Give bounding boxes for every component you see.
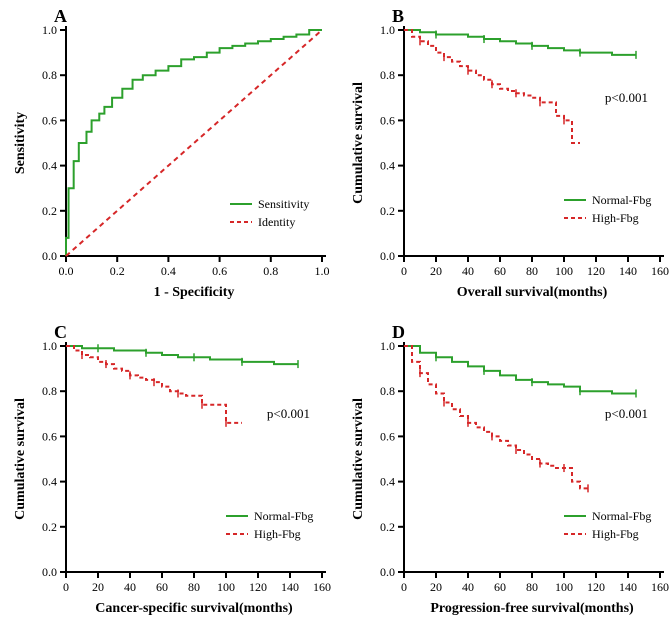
- panel-a: A0.00.20.40.60.81.00.00.20.40.60.81.0Sen…: [0, 0, 338, 316]
- x-tick-label: 140: [619, 264, 637, 278]
- x-tick-label: 140: [281, 580, 299, 594]
- x-tick-label: 80: [188, 580, 200, 594]
- y-axis-label: Sensitivity: [13, 112, 28, 174]
- x-tick-label: 0.2: [110, 264, 125, 278]
- panel-letter: D: [392, 322, 405, 343]
- x-tick-label: 120: [587, 580, 605, 594]
- x-tick-label: 0.8: [263, 264, 278, 278]
- x-tick-label: 160: [313, 580, 331, 594]
- y-tick-label: 0.0: [380, 249, 395, 263]
- y-tick-label: 0.6: [380, 429, 395, 443]
- x-tick-label: 100: [217, 580, 235, 594]
- legend-label: Normal-Fbg: [592, 193, 651, 207]
- legend-label: Normal-Fbg: [592, 509, 651, 523]
- y-tick-label: 0.4: [42, 475, 57, 489]
- legend-label: Identity: [258, 215, 295, 229]
- x-tick-label: 80: [526, 580, 538, 594]
- panel-d: D0.00.20.40.60.81.0020406080100120140160…: [338, 316, 669, 632]
- x-axis-label: 1 - Specificity: [154, 285, 235, 300]
- x-tick-label: 0.6: [212, 264, 227, 278]
- y-tick-label: 0.4: [380, 475, 395, 489]
- y-tick-label: 0.2: [42, 520, 57, 534]
- x-tick-label: 40: [124, 580, 136, 594]
- y-tick-label: 0.2: [42, 204, 57, 218]
- y-tick-label: 0.0: [42, 565, 57, 579]
- panel-letter: A: [54, 6, 67, 27]
- y-tick-label: 0.6: [380, 113, 395, 127]
- y-tick-label: 0.0: [42, 249, 57, 263]
- x-axis-label: Overall survival(months): [457, 285, 608, 300]
- x-tick-label: 0: [401, 264, 407, 278]
- legend-label: High-Fbg: [592, 527, 639, 541]
- y-axis-label: Cumulative survival: [351, 82, 366, 204]
- figure-grid: A0.00.20.40.60.81.00.00.20.40.60.81.0Sen…: [0, 0, 669, 624]
- p-value: p<0.001: [267, 406, 310, 421]
- x-tick-label: 80: [526, 264, 538, 278]
- x-tick-label: 60: [156, 580, 168, 594]
- legend: Normal-Fbg High-Fbg: [564, 509, 651, 541]
- x-tick-label: 0: [401, 580, 407, 594]
- y-tick-label: 0.2: [380, 204, 395, 218]
- x-tick-label: 160: [651, 264, 669, 278]
- x-axis-label: Progression-free survival(months): [430, 601, 634, 616]
- legend-label: High-Fbg: [254, 527, 301, 541]
- y-tick-label: 0.8: [380, 384, 395, 398]
- legend-label: Sensitivity: [258, 197, 309, 211]
- x-tick-label: 20: [430, 264, 442, 278]
- legend: Normal-Fbg High-Fbg: [226, 509, 313, 541]
- y-tick-label: 0.4: [380, 159, 395, 173]
- x-tick-label: 140: [619, 580, 637, 594]
- x-tick-label: 40: [462, 264, 474, 278]
- y-tick-label: 0.4: [42, 159, 57, 173]
- x-tick-label: 60: [494, 580, 506, 594]
- y-tick-label: 0.8: [42, 68, 57, 82]
- panel-letter: C: [54, 322, 67, 343]
- p-value: p<0.001: [605, 90, 648, 105]
- y-tick-label: 0.8: [42, 384, 57, 398]
- normal-fbg-curve: [404, 30, 636, 55]
- normal-fbg-curve: [404, 346, 636, 393]
- x-tick-label: 60: [494, 264, 506, 278]
- high-fbg-curve: [404, 346, 588, 488]
- x-tick-label: 20: [430, 580, 442, 594]
- x-tick-label: 120: [587, 264, 605, 278]
- legend-label: Normal-Fbg: [254, 509, 313, 523]
- x-tick-label: 20: [92, 580, 104, 594]
- panel-b: B0.00.20.40.60.81.0020406080100120140160…: [338, 0, 669, 316]
- x-tick-label: 1.0: [315, 264, 330, 278]
- x-tick-label: 0.0: [59, 264, 74, 278]
- y-axis-label: Cumulative survival: [351, 398, 366, 520]
- legend-label: High-Fbg: [592, 211, 639, 225]
- p-value: p<0.001: [605, 406, 648, 421]
- legend: Sensitivity Identity: [230, 197, 309, 229]
- panel-letter: B: [392, 6, 404, 27]
- panel-c: C0.00.20.40.60.81.0020406080100120140160…: [0, 316, 338, 632]
- x-tick-label: 40: [462, 580, 474, 594]
- x-tick-label: 120: [249, 580, 267, 594]
- x-tick-label: 100: [555, 580, 573, 594]
- y-tick-label: 0.0: [380, 565, 395, 579]
- y-tick-label: 0.2: [380, 520, 395, 534]
- x-tick-label: 100: [555, 264, 573, 278]
- legend: Normal-Fbg High-Fbg: [564, 193, 651, 225]
- y-tick-label: 0.8: [380, 68, 395, 82]
- x-tick-label: 160: [651, 580, 669, 594]
- y-axis-label: Cumulative survival: [13, 398, 28, 520]
- y-tick-label: 0.6: [42, 113, 57, 127]
- y-tick-label: 0.6: [42, 429, 57, 443]
- x-tick-label: 0.4: [161, 264, 176, 278]
- x-tick-label: 0: [63, 580, 69, 594]
- x-axis-label: Cancer-specific survival(months): [95, 601, 293, 616]
